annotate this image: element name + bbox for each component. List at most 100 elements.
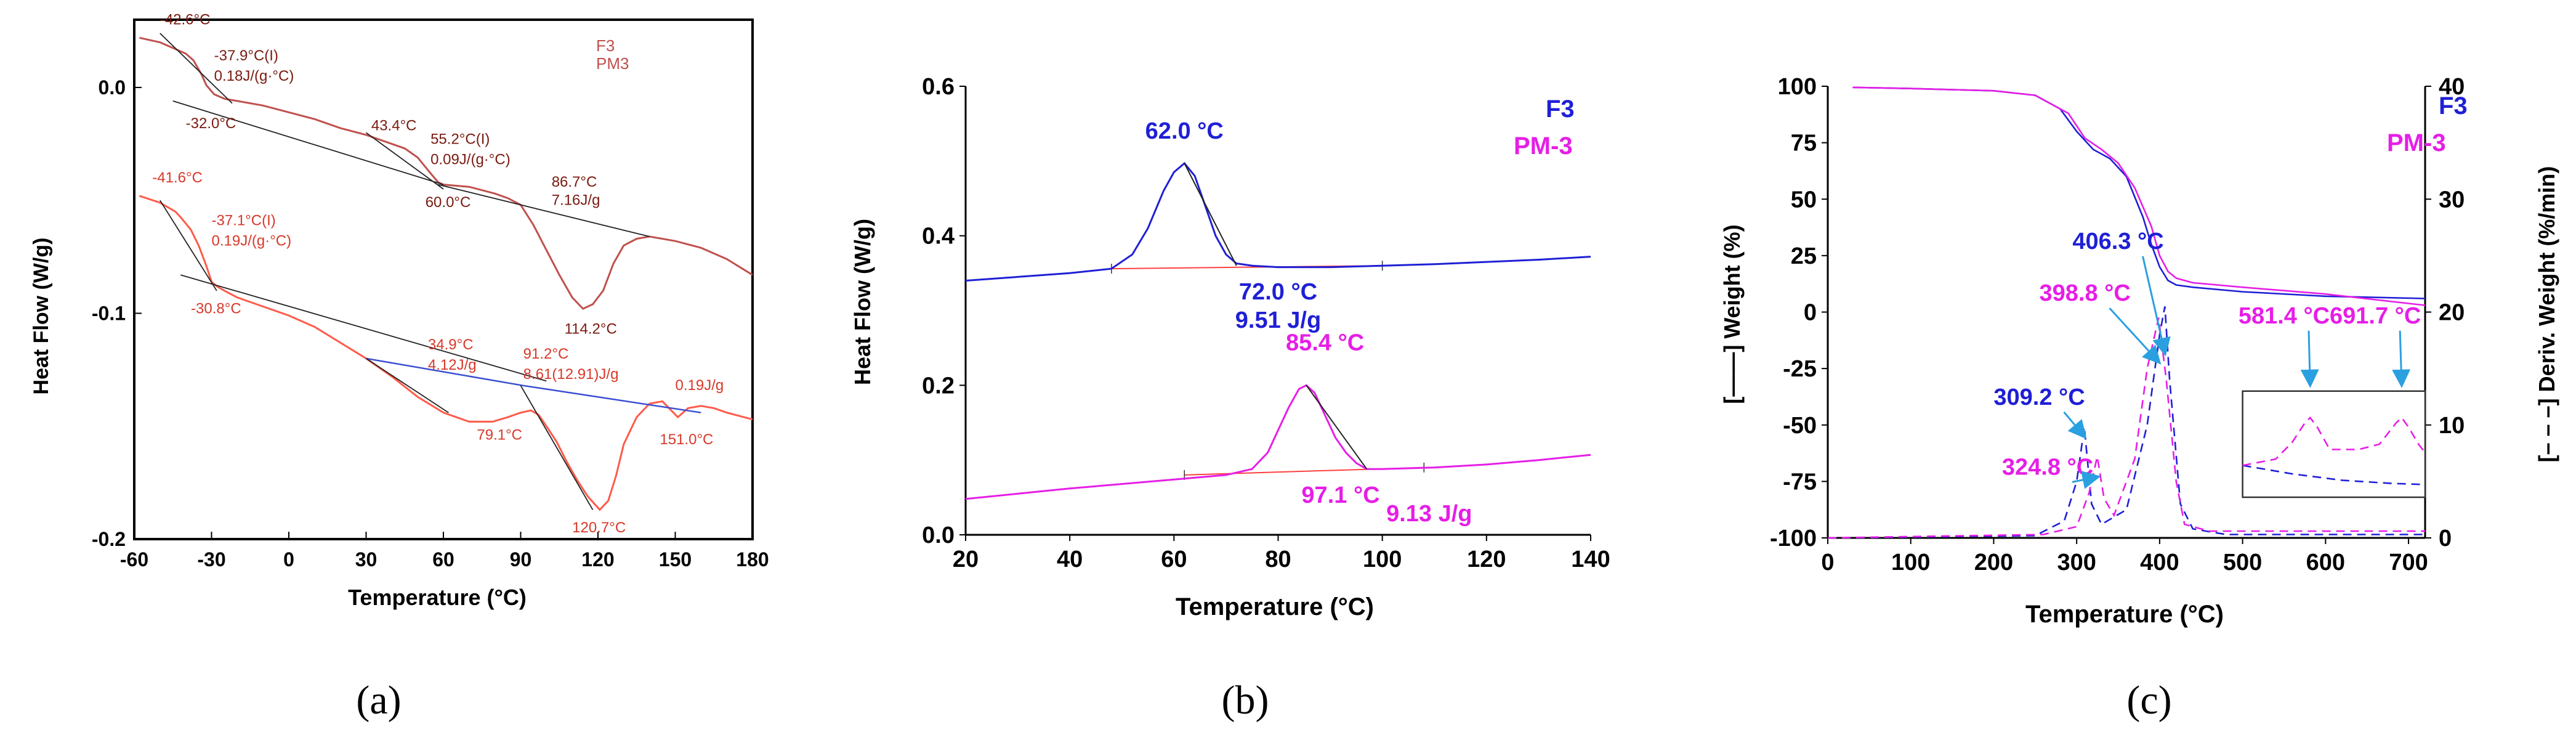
panel-a-annotation: 0.09J/(g·°C): [430, 152, 511, 168]
panel-c-legend-pm3: PM-3: [2387, 129, 2446, 157]
panel-b-series-pm3: [965, 384, 1591, 500]
panel-a-annotation: 55.2°C(I): [430, 131, 490, 148]
panel-a-annotation: 114.2°C: [565, 320, 617, 337]
panel-a-annotation: 0.19J/(g·°C): [212, 233, 292, 250]
panel-a-legend-pm3: PM3: [596, 54, 629, 73]
panel-a-tangent: [365, 132, 444, 190]
panel-b-xtick-label: 80: [1265, 547, 1291, 572]
panel-c-annotation: 324.8 °C: [2002, 454, 2093, 480]
panel-a-tangent: [172, 100, 444, 185]
panel-a-xtick-label: 180: [736, 548, 769, 571]
panel-a-ytick-label: 0.0: [99, 76, 126, 99]
panel-a-xtick-label: -30: [197, 548, 225, 571]
panel-b-annotation: 72.0 °C: [1239, 279, 1317, 305]
panel-c-xtick-label: 500: [2223, 550, 2262, 575]
panel-c-ytick-label: -50: [1783, 413, 1817, 439]
panel-a-tangent: [159, 200, 217, 291]
panel-b-xtick-label: 140: [1571, 547, 1610, 572]
panel-c-ytick-label: 75: [1791, 131, 1817, 157]
panel-a-annotation: -37.9°C(I): [214, 47, 278, 64]
panel-c-annotation-arrow: [2063, 411, 2087, 439]
panel-b-xtick-label: 40: [1057, 547, 1083, 572]
panel-a-annotation: 34.9°C: [428, 336, 474, 353]
panel-a-annotation: 43.4°C: [371, 118, 417, 134]
panel-c-series-f3-weight: [1852, 86, 2426, 299]
panel-c-xtick-label: 700: [2389, 550, 2428, 575]
panel-b-xlabel: Temperature (°C): [1176, 593, 1374, 620]
panel-c-inset-series-pm3: [2242, 416, 2426, 466]
panel-a-xtick-label: 30: [355, 548, 378, 571]
panel-b-annotation: 85.4 °C: [1286, 330, 1364, 356]
panel-b-xtick-label: 120: [1467, 547, 1506, 572]
panel-b-tangent: [1306, 384, 1368, 470]
panel-c-y2tick-label: 0: [2439, 526, 2452, 551]
panel-b-annotation: 9.51 J/g: [1235, 307, 1321, 333]
panel-a-ytick-label: -0.2: [92, 528, 126, 550]
panel-a-series-pm3: [139, 195, 753, 511]
panel-c-y2tick-label: 40: [2439, 74, 2465, 100]
panel-c: [——] Weight (%) [– – –] Deriv. Weight (%…: [1719, 74, 2559, 723]
panel-c-inset-frame: [2242, 390, 2426, 498]
panel-c-annotation: 398.8 °C: [2039, 280, 2130, 306]
panel-c-annotation-arrow: [2109, 307, 2162, 365]
panel-c-inset-series-f3: [2242, 465, 2426, 486]
panel-b-annotation: 62.0 °C: [1145, 118, 1224, 144]
panel-a-annotation: -42.6°C: [160, 11, 211, 28]
panel-c-ylabel: [——] Weight (%): [1719, 224, 1745, 404]
panel-b-xtick-label: 100: [1363, 547, 1402, 572]
panel-a-xtick-label: 90: [510, 548, 532, 571]
panel-c-ytick-label: 50: [1791, 187, 1817, 213]
panel-a-annotation: 7.16J/g: [552, 192, 600, 209]
panel-b-annotation: 97.1 °C: [1301, 482, 1379, 508]
panel-c-annotation-arrow: [2072, 471, 2101, 489]
panel-c-xtick-label: 400: [2140, 550, 2179, 575]
panel-a-plot: -60 -30 0 30 60 90 120 150 180 0.0 -0.1 -0.2 -42.6°C…: [92, 11, 769, 571]
panel-a-annotation: -37.1°C(I): [212, 213, 276, 229]
panel-c-y2tick-label: 10: [2439, 413, 2465, 439]
panel-c-annotation: 691.7 °C: [2330, 303, 2421, 329]
panel-c-caption: (c): [2126, 678, 2171, 723]
panel-c-xtick-label: 600: [2306, 550, 2345, 575]
panel-a-xtick-label: 120: [581, 548, 614, 571]
panel-b-ylabel: Heat Flow (W/g): [850, 219, 875, 385]
panel-a-annotation: 86.7°C: [552, 174, 597, 190]
panel-c-ytick-label: 100: [1778, 74, 1817, 100]
panel-b-xtick-label: 60: [1161, 547, 1187, 572]
panel-a-xlabel: Temperature (°C): [348, 585, 527, 610]
panel-a-ytick-label: -0.1: [92, 302, 126, 324]
panel-c-ytick-label: -75: [1783, 469, 1817, 495]
panel-c-annotation: 309.2 °C: [1993, 384, 2085, 410]
panel-c-xtick-label: 200: [1974, 550, 2013, 575]
panel-a-ylabel: Heat Flow (W/g): [30, 238, 53, 395]
panel-c-ytick-label: 0: [1804, 300, 1817, 326]
panel-a-legend-f3: F3: [596, 36, 615, 55]
panel-a: Heat Flow (W/g) Temperature (°C) -60 -30 0…: [30, 11, 769, 723]
panel-c-ytick-label: -100: [1770, 526, 1817, 551]
panel-c-y2label: [– – –] Deriv. Weight (%/min): [2534, 166, 2559, 463]
panel-c-annotation-arrow: [2392, 330, 2411, 388]
panel-a-baseline: [523, 384, 701, 413]
panel-c-series-pm3-weight: [1852, 86, 2426, 306]
panel-a-annotation: 8.61(12.91)J/g: [523, 366, 619, 383]
panel-a-annotation: 4.12J/g: [428, 357, 477, 373]
panel-c-xtick-label: 0: [1821, 550, 1834, 575]
panel-b-legend-f3: F3: [1546, 96, 1575, 123]
panel-c-xtick-label: 300: [2057, 550, 2096, 575]
panel-a-annotation: 0.18J/(g·°C): [214, 68, 294, 84]
panel-c-annotation: 581.4 °C: [2239, 303, 2330, 329]
panel-a-xtick-label: -60: [120, 548, 148, 571]
panel-c-annotation: 406.3 °C: [2072, 229, 2163, 254]
panel-a-annotation: -32.0°C: [186, 115, 236, 132]
panel-a-tangent: [520, 385, 594, 510]
panel-a-caption: (a): [356, 678, 401, 723]
panel-b-tangent: [1184, 163, 1237, 266]
panel-b-legend-pm3: PM-3: [1514, 132, 1573, 160]
panel-a-baseline: [366, 357, 523, 387]
panel-b: Heat Flow (W/g) Temperature (°C) 20 40 60 8…: [850, 74, 1610, 723]
panel-a-annotation: 79.1°C: [477, 427, 522, 444]
panel-b-ytick-label: 0.2: [922, 373, 955, 399]
panel-c-xtick-label: 100: [1891, 550, 1930, 575]
panel-a-annotation: 60.0°C: [426, 194, 471, 211]
panel-a-annotation: -30.8°C: [191, 300, 241, 317]
